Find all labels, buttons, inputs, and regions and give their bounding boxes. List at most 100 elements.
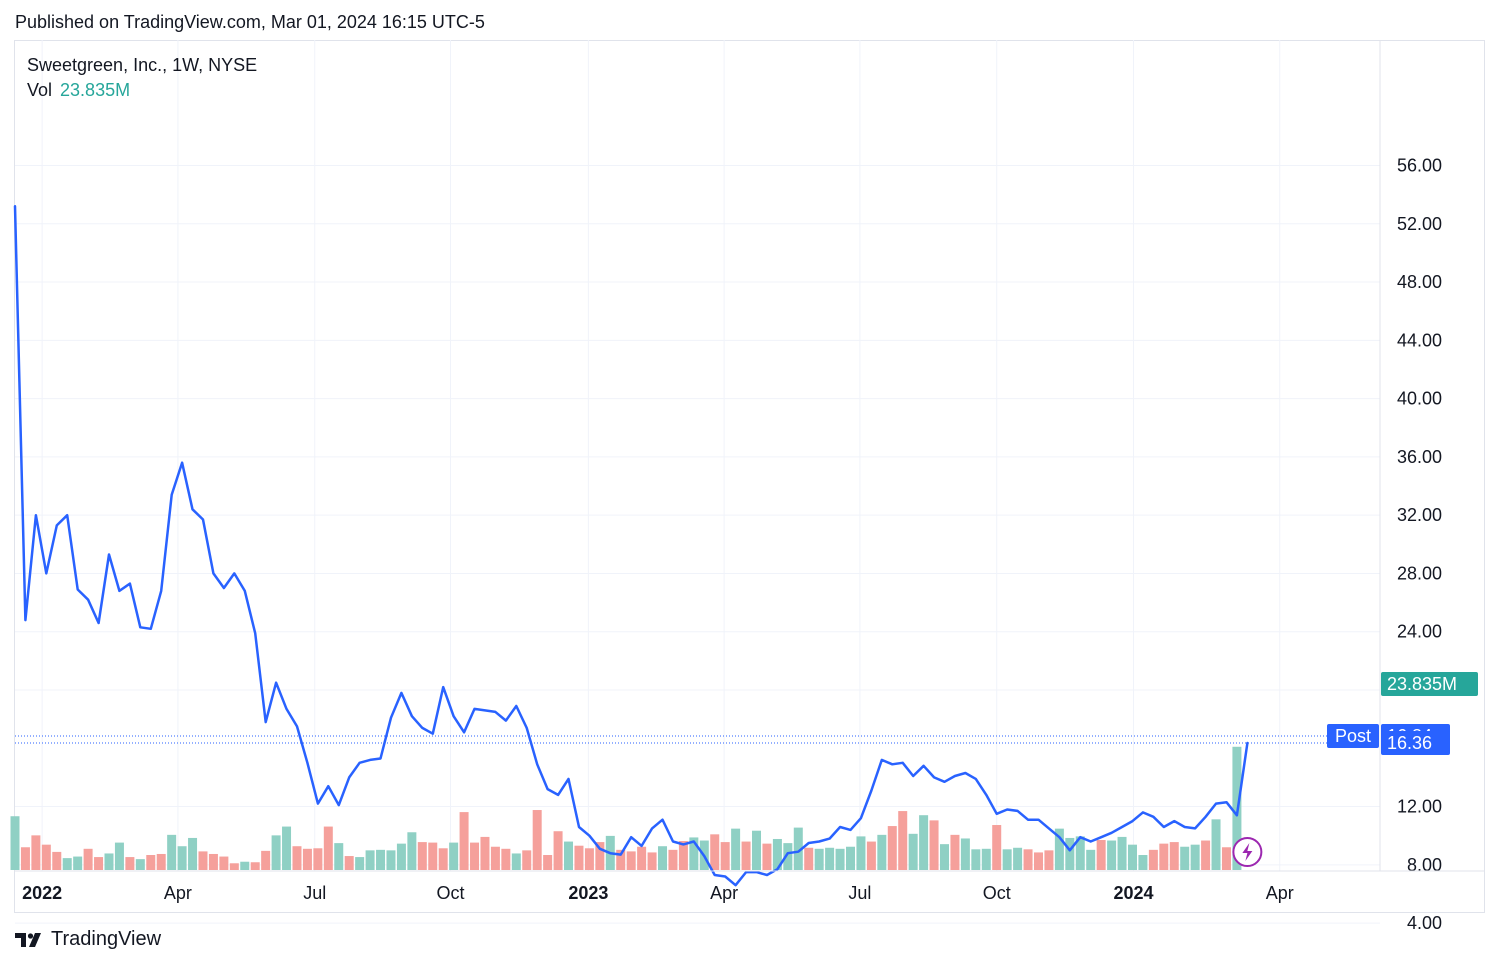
volume-bars [10,746,1242,870]
volume-bar [793,827,803,870]
y-tick-label: 12.00 [1397,797,1442,817]
volume-bar [971,849,981,870]
volume-bar [20,847,30,870]
volume-bar [365,850,375,870]
volume-bar [41,844,51,870]
volume-bar [772,838,782,870]
volume-bar [960,838,970,870]
volume-bar [344,856,354,870]
volume-bar [678,841,688,870]
x-tick-label: Jul [848,883,871,903]
volume-bar [501,848,511,870]
price-axis: 4.008.0012.0020.0024.0028.0032.0036.0040… [1379,40,1442,933]
footer-branding[interactable]: TradingView [15,928,161,951]
volume-bar [334,843,344,870]
y-tick-label: 32.00 [1397,505,1442,525]
volume-bar [94,857,104,870]
x-tick-label: 2022 [22,883,62,903]
volume-bar [1075,836,1085,870]
volume-bar [511,853,521,870]
volume-bar [271,835,281,870]
volume-bar [564,841,574,870]
volume-bar [1127,844,1137,870]
grid-lines [15,40,1380,924]
lightning-icon [1242,843,1253,861]
volume-bar [459,812,469,870]
volume-bar [846,846,856,870]
x-tick-label: Apr [1266,883,1294,903]
volume-bar [104,853,114,870]
x-tick-label: Oct [436,883,464,903]
y-tick-label: 8.00 [1407,855,1442,875]
y-tick-label: 28.00 [1397,563,1442,583]
volume-bar [553,831,563,870]
volume-bar [939,844,949,870]
volume-bar [449,842,459,870]
volume-bar [689,837,699,870]
volume-bar [1190,844,1200,870]
volume-bar [626,851,636,870]
volume-bar [741,841,751,870]
y-tick-label: 56.00 [1397,155,1442,175]
volume-bar [208,853,218,870]
volume-bar [1169,842,1179,870]
volume-bar [10,816,20,870]
footer-brand-text: TradingView [51,928,162,950]
volume-bar [1117,836,1127,870]
volume-bar [407,832,417,870]
volume-bar [428,842,438,870]
post-market-label: Post [1327,724,1379,749]
volume-bar [856,836,866,870]
volume-bar [616,849,626,870]
volume-label: Vol [27,80,53,100]
volume-bar [1065,837,1075,870]
y-tick-label: 36.00 [1397,447,1442,467]
price-reference-lines [15,735,1380,744]
volume-bar [762,843,772,870]
volume-bar [302,848,312,870]
volume-bar [919,815,929,870]
volume-bar [929,820,939,870]
volume-bar [835,848,845,870]
volume-bar [188,837,198,870]
price-series-line [13,205,1249,887]
y-tick-label: 48.00 [1397,272,1442,292]
x-tick-label: Apr [710,883,738,903]
volume-bar [1002,849,1012,870]
chart-frame [14,40,1485,913]
volume-bar [114,842,124,870]
volume-bar [992,825,1002,870]
volume-bar [261,850,271,870]
volume-bar [229,863,239,870]
x-tick-label: 2024 [1114,883,1154,903]
volume-bar [1054,828,1064,870]
volume-bar [1159,843,1169,870]
volume-bar [146,855,156,870]
volume-bar [898,811,908,870]
volume-bar [135,859,145,870]
volume-bar [355,857,365,870]
x-tick-label: Apr [164,883,192,903]
volume-bar [83,848,93,870]
published-caption: Published on TradingView.com, Mar 01, 20… [15,12,485,32]
volume-bar [219,856,229,870]
volume-bar [887,826,897,870]
volume-bar [125,857,135,870]
volume-bar [1086,849,1096,870]
volume-bar [31,835,41,870]
volume-bar [658,846,668,870]
volume-bar [584,848,594,870]
y-tick-label: 40.00 [1397,389,1442,409]
price-line [13,205,1249,887]
volume-bar [543,855,553,870]
y-tick-label: 44.00 [1397,330,1442,350]
volume-value: 23.835M [60,80,131,100]
volume-bar [825,847,835,870]
y-tick-label: 4.00 [1407,913,1442,933]
volume-bar [1023,849,1033,870]
volume-bar [532,810,542,870]
volume-bar [783,843,793,870]
x-tick-label: Jul [303,883,326,903]
volume-bar [1148,849,1158,870]
